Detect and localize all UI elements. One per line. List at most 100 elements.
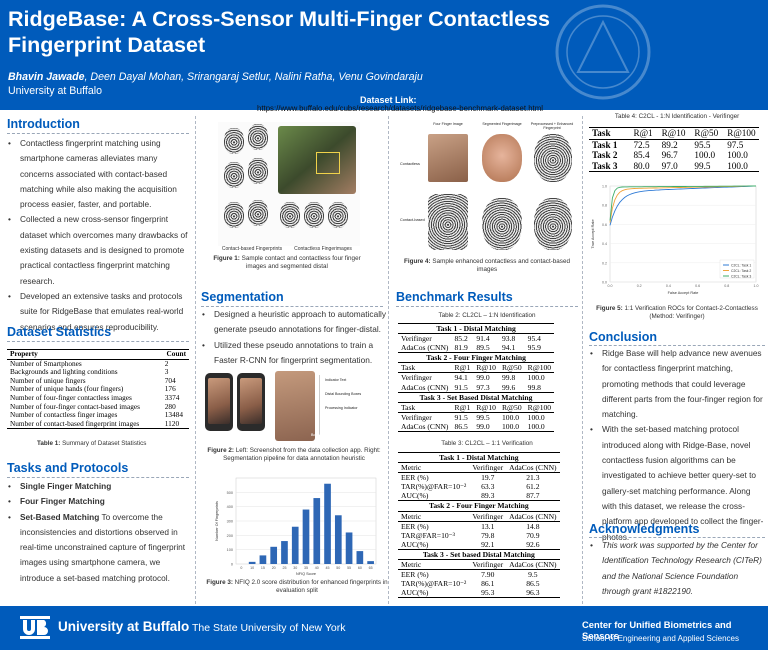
figure3-caption: Figure 3: NFIQ 2.0 score distribution fo… xyxy=(206,579,388,594)
figure1-label-left: Contact-based Fingerprints xyxy=(221,246,283,252)
table-cell: 97.3 xyxy=(476,382,490,392)
roc-curve xyxy=(609,185,757,226)
table-cell: Number of unique hands (four fingers) xyxy=(10,384,124,394)
list-item: Four Finger Matching xyxy=(7,494,191,510)
bar xyxy=(291,526,299,564)
table-cell: 99.0 xyxy=(476,373,490,383)
table-cell: 100.0 xyxy=(527,421,545,431)
column-header: Metric xyxy=(401,560,422,570)
bar xyxy=(302,509,310,564)
table-header-row: Task R@1 R@10 R@50 R@100 xyxy=(398,363,555,373)
bar xyxy=(248,561,256,564)
fig2-annotation: Distal Bounding Boxes xyxy=(325,392,362,396)
table-cell: 96.3 xyxy=(526,588,540,598)
list-item: Single Finger Matching xyxy=(7,479,191,495)
table-header-row: Task R@1 R@10 R@50 R@100 xyxy=(589,128,759,140)
column-header: R@1 xyxy=(454,402,471,412)
verification-table: Task 1 - Distal Matching Metric Verifinger… xyxy=(398,452,560,599)
university-name: University at Buffalo The State Universi… xyxy=(58,619,346,634)
conclusion-list: Ridge Base will help advance new avenues… xyxy=(589,346,765,545)
x-tick-label: 0.8 xyxy=(724,284,729,288)
table-cell: 99.0 xyxy=(476,421,490,431)
table-cell: 100.0 xyxy=(527,373,545,383)
table-row: AUC(%) 92.1 92.6 xyxy=(398,540,560,550)
bar xyxy=(270,546,278,564)
figure4-image: Four Finger Image Segmented Fingerimage … xyxy=(396,122,576,256)
list-item: Contactless fingerprint matching using s… xyxy=(7,136,191,212)
table-cell: 2 xyxy=(164,358,169,368)
table-row: TAR(%)@FAR=10⁻² 63.3 61.2 xyxy=(398,482,560,491)
roc-chart: 0.00.0 0.2 0.2 0.4 0.4 0.6 0.6 0.8 0.8 1.0 1.0 C2CL… xyxy=(591,185,759,296)
table-cell: 95.9 xyxy=(527,343,541,353)
roc-curve xyxy=(609,185,756,221)
table-cell: 100.0 xyxy=(527,412,545,422)
segmentation-list: Designed a heuristic approach to automat… xyxy=(201,307,389,368)
table-row: Backgrounds and lighting conditions 3 xyxy=(7,368,189,377)
column-header: R@50 xyxy=(501,363,522,373)
table-row: Number of four-finger contactless images… xyxy=(7,392,189,403)
y-tick-label: 0.8 xyxy=(602,204,607,208)
column-header: Verifinger xyxy=(472,560,504,570)
table-cell: Number of contact-based fingerprint imag… xyxy=(10,418,140,428)
table-cell: 280 xyxy=(164,401,176,411)
table-cell: Number of four-finger contactless images xyxy=(10,392,132,402)
bar xyxy=(259,555,267,564)
column-header: Metric xyxy=(401,463,422,473)
acknowledgments-list: This work was supported by the Center fo… xyxy=(589,538,765,599)
dataset-statistics-heading: Dataset Statistics xyxy=(7,325,112,339)
table-cell: 89.2 xyxy=(661,139,678,150)
figure1-caption: Figure 1: Sample contact and contactless… xyxy=(213,255,361,270)
table-cell: Number of Smartphones xyxy=(10,358,82,368)
fig2-annotation: Bounding Boxes xyxy=(311,433,338,437)
table-cell: 99.8 xyxy=(527,382,541,392)
table-cell: TAR(%)@FAR=10⁻² xyxy=(401,482,467,492)
table-header-row: Metric Verifinger AdaCos (CNN) xyxy=(398,511,560,522)
table-cell: 21.3 xyxy=(526,473,540,483)
list-item: Collected a new cross-sensor fingerprint… xyxy=(7,212,191,288)
table-cell: 94.1 xyxy=(454,373,468,383)
table-cell: AdaCos (CNN) xyxy=(401,382,449,392)
table-cell: 704 xyxy=(164,375,176,385)
table-cell: EER (%) xyxy=(401,570,429,580)
x-tick-label: 65 xyxy=(369,566,373,570)
y-tick-label: 0.2 xyxy=(602,261,607,265)
table-cell: 99.5 xyxy=(476,412,490,422)
column-header: Task xyxy=(592,128,611,138)
legend-label: C2CL: Task 3 xyxy=(731,274,751,278)
x-tick-label: 0.4 xyxy=(666,284,671,288)
figure1-label-right: Contactless Fingerimages xyxy=(294,246,352,252)
table3-caption: Table 3: CL2CL – 1:1 Verification xyxy=(441,440,533,447)
tasks-heading: Tasks and Protocols xyxy=(7,461,129,475)
list-item: Utilized these pseudo annotations to tra… xyxy=(201,338,389,369)
table-row: AdaCos (CNN) 91.5 97.3 99.6 99.8 xyxy=(398,383,554,393)
table-cell: Task 1 xyxy=(592,139,618,150)
table-cell: 61.2 xyxy=(526,482,540,492)
group-title: Task 2 - Four Finger Matching xyxy=(428,501,529,511)
table-cell: 100.0 xyxy=(501,421,520,431)
figure1-image xyxy=(218,122,360,246)
benchmark-heading: Benchmark Results xyxy=(396,290,513,304)
introduction-list: Contactless fingerprint matching using s… xyxy=(7,136,191,335)
table4-caption: Table 4: C2CL - 1:N Identification - Ver… xyxy=(614,113,740,120)
authors: Bhavin Jawade, Deen Dayal Mohan, Srirang… xyxy=(8,71,423,83)
group-title: Task 3 - Set Based Distal Matching xyxy=(419,392,533,402)
dataset-link[interactable]: https://www.buffalo.edu/cubs/research/da… xyxy=(257,104,543,113)
column-header: R@100 xyxy=(527,363,552,373)
table-row: Number of contactless finger images 13484 xyxy=(7,411,189,420)
table-cell: 13484 xyxy=(164,410,184,420)
table-cell: 97.5 xyxy=(727,139,744,150)
table-cell: Verifinger xyxy=(401,412,432,422)
poster-footer: University at Buffalo The State Universi… xyxy=(0,606,768,650)
table-cell: 99.6 xyxy=(501,382,516,392)
y-tick-label: 200 xyxy=(227,534,233,538)
group-title: Task 1 - Distal Matching xyxy=(436,324,516,333)
table-cell: 86.5 xyxy=(454,421,468,431)
column-header: Task xyxy=(401,363,416,373)
table-header-row: Metric Verifinger AdaCos (CNN) xyxy=(398,560,560,570)
table-cell: 86.1 xyxy=(481,579,495,589)
table-row: TAR@FAR=10⁻³ 79.8 70.9 xyxy=(398,531,560,540)
figure5-caption: Figure 5: 1:1 Verification ROCs for Cont… xyxy=(596,305,758,320)
table-row: Verifinger 85.2 91.4 93.8 95.4 xyxy=(398,334,554,344)
table-cell: EER (%) xyxy=(401,521,429,531)
column-header: Metric xyxy=(401,511,422,521)
